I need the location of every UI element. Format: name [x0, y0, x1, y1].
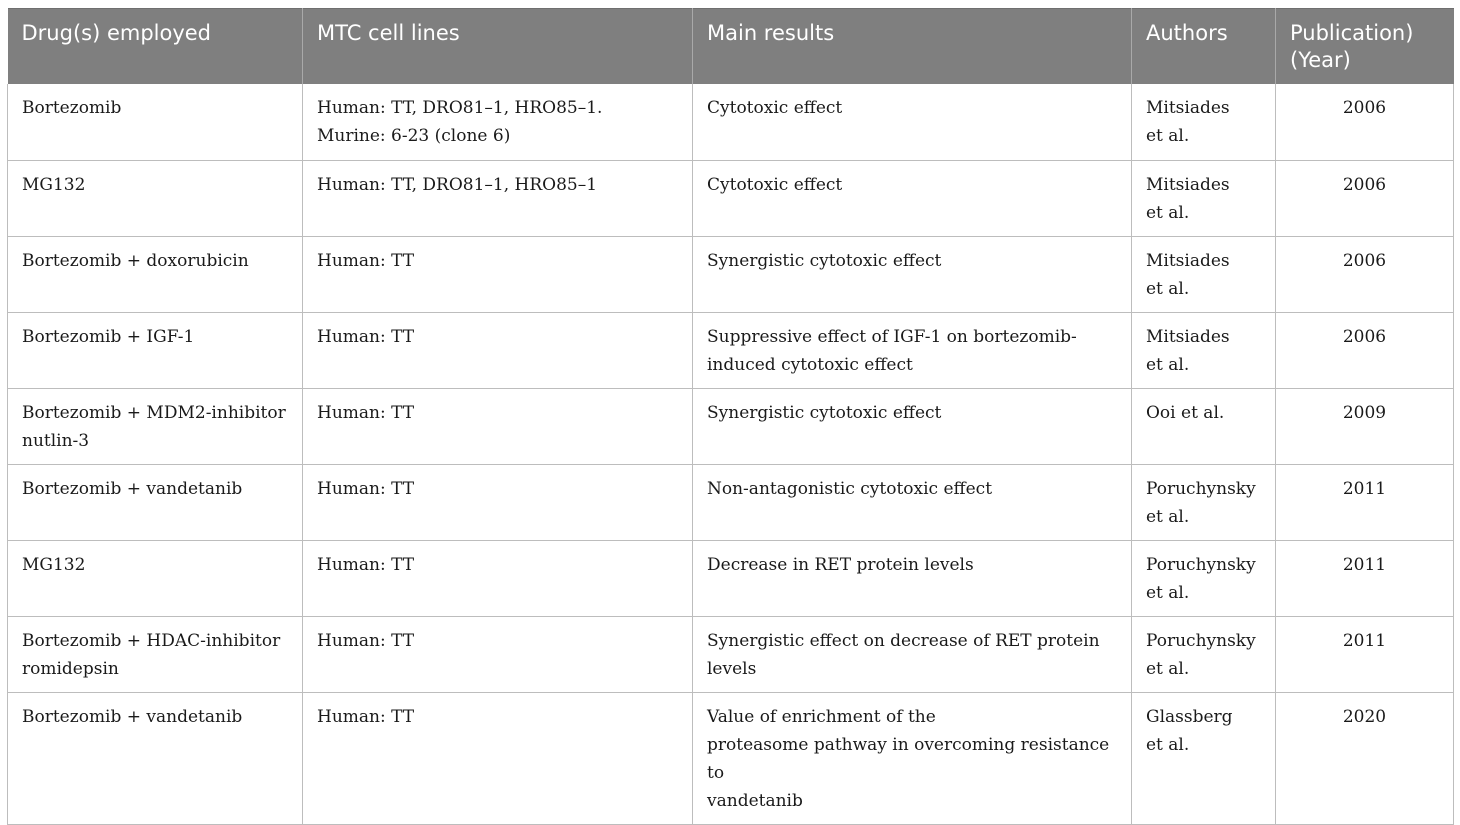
cell-main-result: Cytotoxic effect: [692, 84, 1132, 161]
table-body: Bortezomib Human: TT, DRO81–1, HRO85–1. M…: [7, 84, 1454, 825]
cell-drug: Bortezomib + HDAC-inhibitor romidepsin: [7, 616, 303, 693]
table-row: Bortezomib + vandetanib Human: TT Value of…: [7, 692, 1454, 825]
header-cell-lines: MTC cell lines: [302, 8, 693, 84]
cell-authors: Poruchynsky et al.: [1131, 464, 1276, 541]
cell-cell-lines: Human: TT: [302, 312, 693, 389]
cell-main-result: Synergistic cytotoxic effect: [692, 388, 1132, 465]
study-table: Drug(s) employed MTC cell lines Main res…: [7, 8, 1454, 825]
cell-cell-lines: Human: TT: [302, 388, 693, 465]
cell-drug: MG132: [7, 160, 303, 237]
cell-authors: Mitsiades et al.: [1131, 236, 1276, 313]
cell-drug: MG132: [7, 540, 303, 617]
table-row: MG132 Human: TT, DRO81–1, HRO85–1 Cytotoxi…: [7, 160, 1454, 237]
table-row: Bortezomib + HDAC-inhibitor romidepsin Hu…: [7, 616, 1454, 693]
cell-drug: Bortezomib + IGF-1: [7, 312, 303, 389]
table-row: Bortezomib + MDM2-inhibitor nutlin-3 Huma…: [7, 388, 1454, 465]
cell-cell-lines: Human: TT: [302, 692, 693, 825]
cell-year: 2011: [1275, 464, 1454, 541]
study-table-container: Drug(s) employed MTC cell lines Main res…: [7, 8, 1454, 825]
cell-cell-lines: Human: TT, DRO81–1, HRO85–1. Murine: 6-2…: [302, 84, 693, 161]
cell-year: 2020: [1275, 692, 1454, 825]
cell-year: 2009: [1275, 388, 1454, 465]
table-row: Bortezomib + IGF-1 Human: TT Suppressive e…: [7, 312, 1454, 389]
cell-main-result: Cytotoxic effect: [692, 160, 1132, 237]
table-row: Bortezomib Human: TT, DRO81–1, HRO85–1. M…: [7, 84, 1454, 161]
cell-year: 2006: [1275, 312, 1454, 389]
cell-authors: Mitsiades et al.: [1131, 312, 1276, 389]
header-publication-year: Publication) (Year): [1275, 8, 1454, 84]
cell-year: 2011: [1275, 540, 1454, 617]
header-main-results: Main results: [692, 8, 1132, 84]
cell-year: 2011: [1275, 616, 1454, 693]
cell-year: 2006: [1275, 84, 1454, 161]
table-header: Drug(s) employed MTC cell lines Main res…: [7, 8, 1454, 84]
table-row: Bortezomib + doxorubicin Human: TT Synergi…: [7, 236, 1454, 313]
cell-authors: Glassberg et al.: [1131, 692, 1276, 825]
cell-cell-lines: Human: TT: [302, 540, 693, 617]
cell-cell-lines: Human: TT, DRO81–1, HRO85–1: [302, 160, 693, 237]
cell-main-result: Non-antagonistic cytotoxic effect: [692, 464, 1132, 541]
cell-drug: Bortezomib + MDM2-inhibitor nutlin-3: [7, 388, 303, 465]
cell-main-result: Synergistic effect on decrease of RET pr…: [692, 616, 1132, 693]
cell-authors: Ooi et al.: [1131, 388, 1276, 465]
table-row: MG132 Human: TT Decrease in RET protein le…: [7, 540, 1454, 617]
cell-authors: Mitsiades et al.: [1131, 84, 1276, 161]
cell-cell-lines: Human: TT: [302, 236, 693, 313]
cell-year: 2006: [1275, 236, 1454, 313]
header-row: Drug(s) employed MTC cell lines Main res…: [7, 8, 1454, 84]
cell-main-result: Synergistic cytotoxic effect: [692, 236, 1132, 313]
cell-main-result: Suppressive effect of IGF-1 on bortezomi…: [692, 312, 1132, 389]
cell-main-result: Decrease in RET protein levels: [692, 540, 1132, 617]
cell-authors: Poruchynsky et al.: [1131, 540, 1276, 617]
cell-authors: Poruchynsky et al.: [1131, 616, 1276, 693]
header-drugs: Drug(s) employed: [7, 8, 303, 84]
cell-drug: Bortezomib + vandetanib: [7, 692, 303, 825]
cell-authors: Mitsiades et al.: [1131, 160, 1276, 237]
cell-cell-lines: Human: TT: [302, 464, 693, 541]
cell-drug: Bortezomib + vandetanib: [7, 464, 303, 541]
cell-drug: Bortezomib: [7, 84, 303, 161]
cell-cell-lines: Human: TT: [302, 616, 693, 693]
header-authors: Authors: [1131, 8, 1276, 84]
cell-year: 2006: [1275, 160, 1454, 237]
cell-drug: Bortezomib + doxorubicin: [7, 236, 303, 313]
cell-main-result: Value of enrichment of the proteasome pa…: [692, 692, 1132, 825]
table-row: Bortezomib + vandetanib Human: TT Non-anta…: [7, 464, 1454, 541]
